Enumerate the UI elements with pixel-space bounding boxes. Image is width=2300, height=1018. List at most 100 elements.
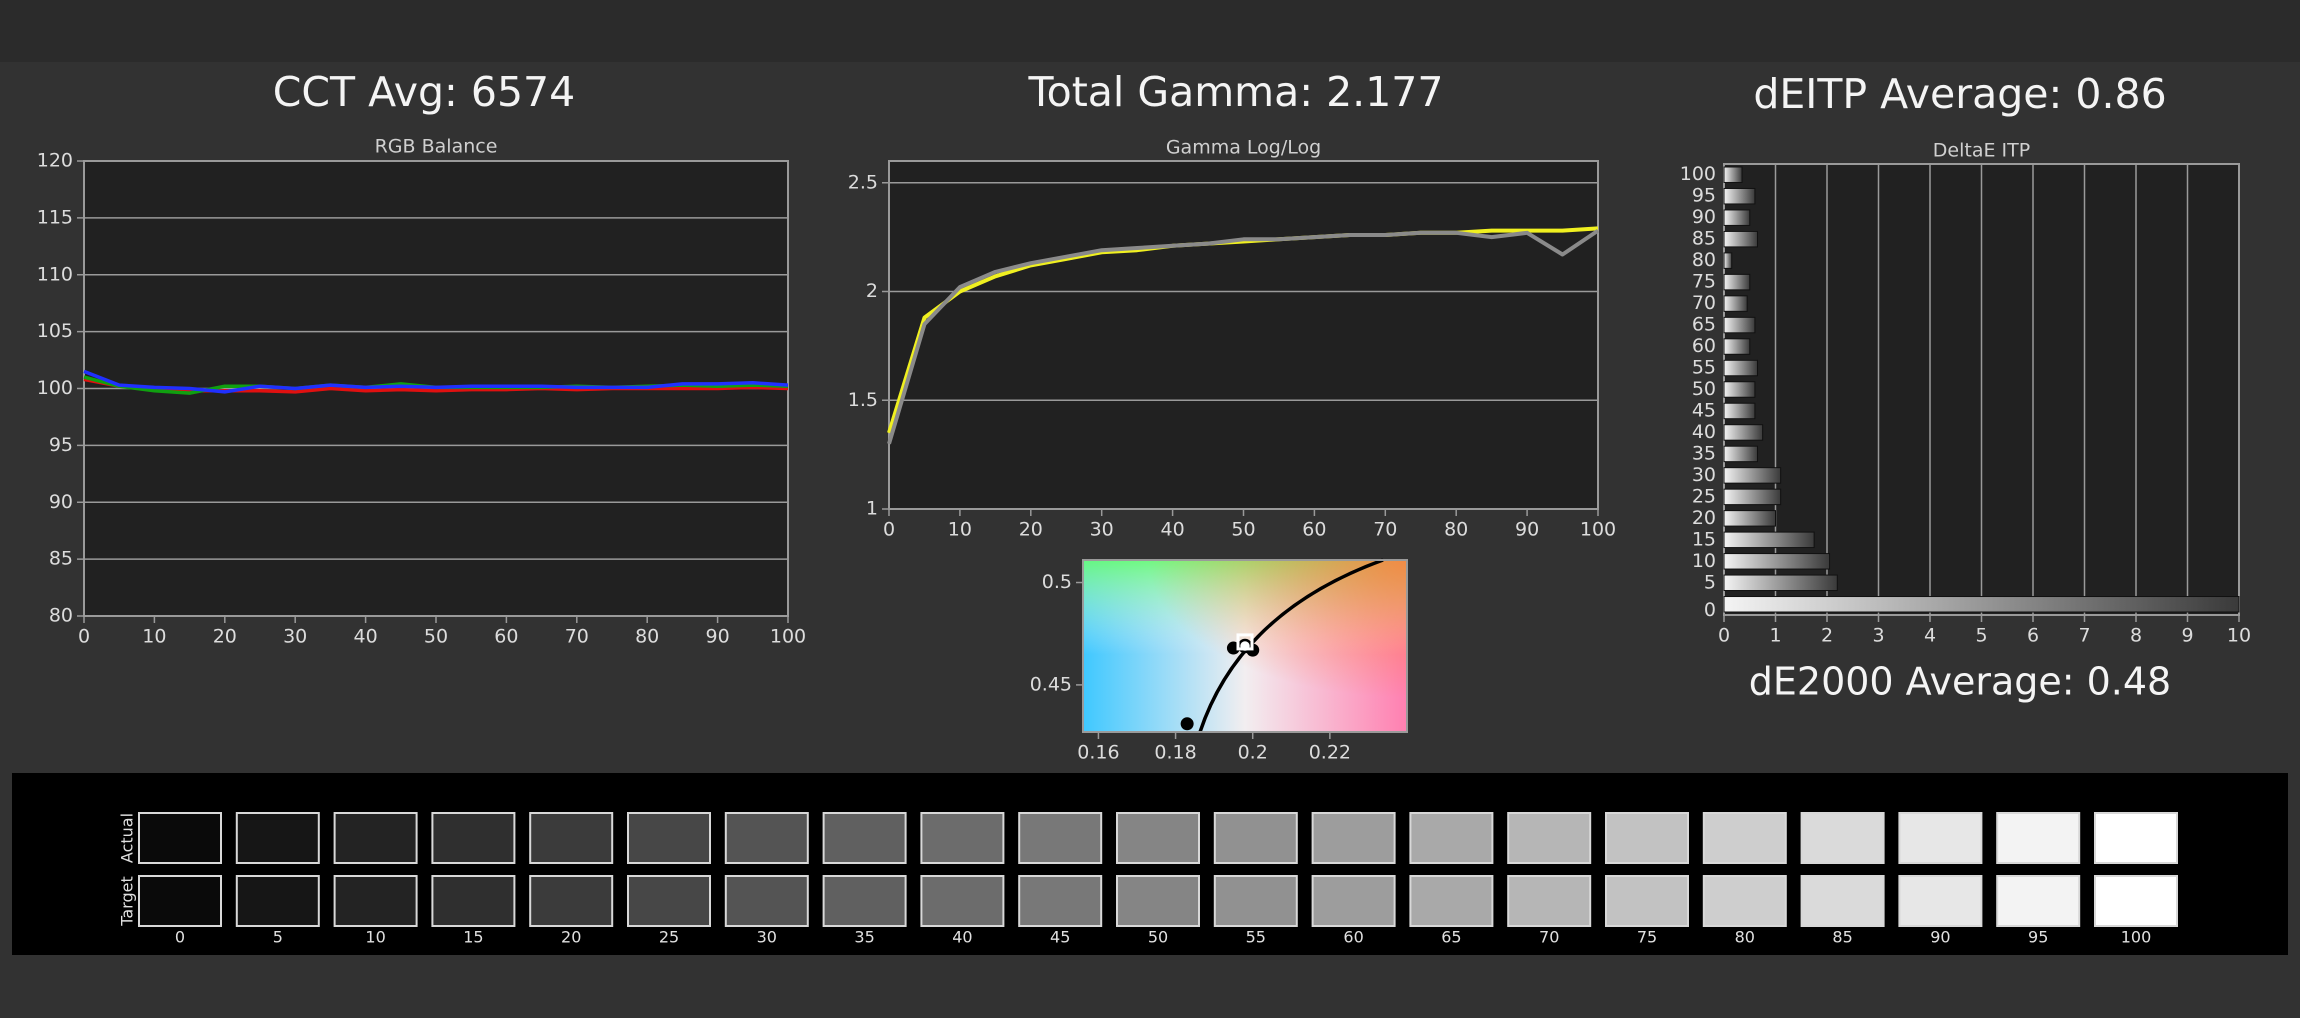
swatch [1800, 875, 1885, 927]
swatch [138, 875, 222, 927]
y-tick-label: 0.5 [1042, 571, 1072, 593]
x-tick-label: 7 [2078, 625, 2090, 647]
x-tick-label: 5 [1975, 625, 1987, 647]
swatch [1996, 812, 2081, 864]
annotation: dE2000 Average: 0.48 [1749, 660, 2171, 704]
bar [1723, 359, 1758, 377]
swatch [1898, 875, 1983, 927]
swatch [822, 875, 907, 927]
swatch-label: 25 [659, 928, 679, 947]
swatch-label: 95 [2028, 928, 2048, 947]
y-tick-label: 60 [1692, 335, 1716, 357]
x-tick-label: 8 [2130, 625, 2142, 647]
x-tick-label: 80 [635, 626, 659, 648]
x-tick-label: 0.16 [1077, 742, 1119, 764]
chart-heading: dEITP Average: 0.86 [1753, 70, 2166, 118]
swatch [333, 875, 418, 927]
swatch [1018, 875, 1103, 927]
x-tick-label: 0.18 [1154, 742, 1196, 764]
swatch [1996, 875, 2081, 927]
data-line [83, 369, 789, 394]
bar [1723, 596, 2240, 613]
swatch-label: 0 [175, 928, 185, 947]
bar [1723, 531, 1815, 549]
plot-frame [1082, 559, 1408, 733]
swatch-label: 35 [854, 928, 874, 947]
y-tick-label: 85 [49, 548, 73, 570]
swatch [822, 812, 907, 864]
bar [1723, 402, 1756, 420]
swatch [920, 875, 1005, 927]
x-tick-label: 80 [1444, 519, 1468, 541]
x-tick-label: 0 [883, 519, 895, 541]
measured-point [1180, 717, 1194, 731]
swatch-label: 45 [1050, 928, 1070, 947]
bar [1723, 316, 1756, 334]
swatch [431, 812, 516, 864]
swatch-label: 70 [1539, 928, 1559, 947]
x-tick-label: 0 [1718, 625, 1730, 647]
y-tick-label: 100 [1680, 163, 1716, 185]
bar [1723, 574, 1838, 592]
x-tick-label: 70 [1373, 519, 1397, 541]
swatch-label: 50 [1148, 928, 1168, 947]
bar [1723, 187, 1756, 205]
y-tick-label: 40 [1692, 421, 1716, 443]
swatch [529, 812, 614, 864]
y-tick-label: 85 [1692, 228, 1716, 250]
swatch-label: 80 [1735, 928, 1755, 947]
bar [1723, 273, 1751, 291]
swatch [1409, 875, 1494, 927]
y-tick-label: 50 [1692, 378, 1716, 400]
bar [1723, 381, 1756, 398]
x-tick-label: 30 [1090, 519, 1114, 541]
swatch [2094, 875, 2178, 927]
bar [1723, 230, 1758, 248]
bar [1723, 252, 1733, 269]
swatch [1898, 812, 1983, 864]
x-tick-label: 0.22 [1309, 742, 1351, 764]
y-tick-label: 65 [1692, 314, 1716, 336]
swatch-label: 20 [561, 928, 581, 947]
row-label: Actual [118, 813, 137, 863]
x-tick-label: 90 [1515, 519, 1539, 541]
y-tick-label: 1 [866, 498, 878, 520]
data-line [887, 228, 1600, 445]
swatch [1605, 812, 1689, 864]
y-tick-label: 120 [37, 150, 73, 172]
swatch [2094, 812, 2178, 864]
chart-title: DeltaE ITP [1933, 140, 2030, 162]
x-tick-label: 4 [1924, 625, 1936, 647]
y-tick-label: 20 [1692, 507, 1716, 529]
swatch-label: 85 [1832, 928, 1852, 947]
swatch [724, 875, 809, 927]
x-tick-label: 50 [1231, 519, 1255, 541]
y-tick-label: 30 [1692, 464, 1716, 486]
bar [1723, 209, 1751, 226]
x-tick-label: 100 [770, 626, 806, 648]
bar [1723, 166, 1743, 183]
swatch [529, 875, 614, 927]
row-label: Target [118, 876, 137, 927]
data-line [887, 226, 1599, 434]
swatch-label: 10 [365, 928, 385, 947]
y-tick-label: 0.45 [1030, 673, 1072, 695]
bar [1723, 467, 1782, 484]
x-tick-label: 40 [354, 626, 378, 648]
y-tick-label: 55 [1692, 357, 1716, 379]
swatch [1702, 875, 1787, 927]
x-tick-label: 2 [1821, 625, 1833, 647]
y-tick-label: 5 [1704, 571, 1716, 593]
swatch [627, 875, 711, 927]
swatch [1213, 812, 1298, 864]
swatch [1702, 812, 1787, 864]
y-tick-label: 115 [37, 206, 73, 228]
swatch-label: 75 [1637, 928, 1657, 947]
plot-area [888, 160, 1599, 510]
y-tick-label: 25 [1692, 485, 1716, 507]
swatch [724, 812, 809, 864]
swatch-label: 30 [757, 928, 777, 947]
x-tick-label: 10 [142, 626, 166, 648]
swatch [1213, 875, 1298, 927]
